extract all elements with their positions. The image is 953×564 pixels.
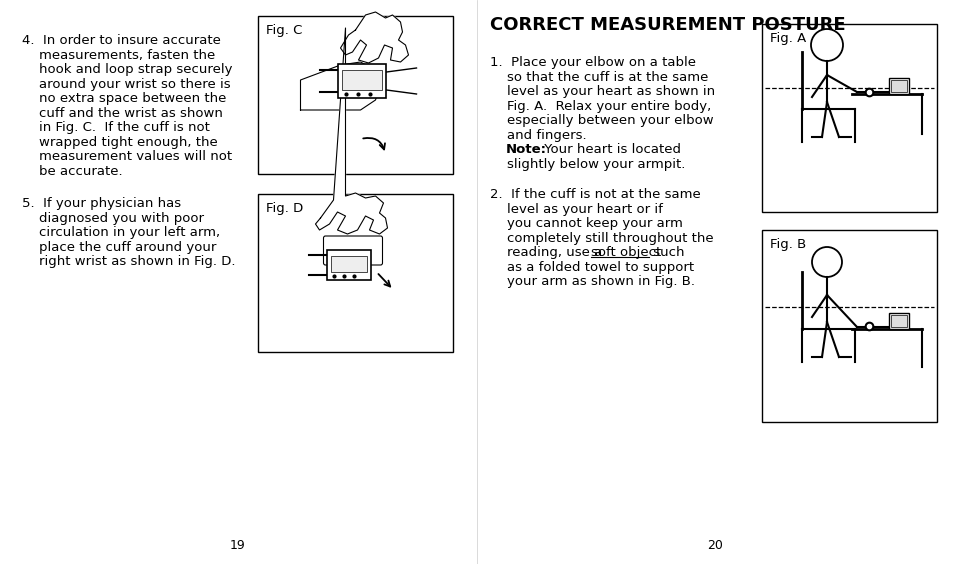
Text: circulation in your left arm,: circulation in your left arm, <box>22 226 220 239</box>
Text: no extra space between the: no extra space between the <box>22 92 226 105</box>
Text: 1.  Place your elbow on a table: 1. Place your elbow on a table <box>490 56 696 69</box>
Text: so that the cuff is at the same: so that the cuff is at the same <box>490 70 708 83</box>
Text: 20: 20 <box>706 539 722 552</box>
Text: reading, use a: reading, use a <box>490 246 606 259</box>
FancyBboxPatch shape <box>323 236 382 265</box>
Bar <box>342 70 382 90</box>
Bar <box>327 250 371 280</box>
Text: Fig. A.  Relax your entire body,: Fig. A. Relax your entire body, <box>490 99 711 112</box>
Text: level as your heart as shown in: level as your heart as shown in <box>490 85 715 98</box>
Bar <box>257 16 453 174</box>
Text: and fingers.: and fingers. <box>490 129 586 142</box>
Text: place the cuff around your: place the cuff around your <box>22 240 216 253</box>
Bar <box>331 256 367 272</box>
Text: Note:: Note: <box>505 143 546 156</box>
Text: diagnosed you with poor: diagnosed you with poor <box>22 212 204 224</box>
Text: measurements, fasten the: measurements, fasten the <box>22 49 215 61</box>
Text: especially between your elbow: especially between your elbow <box>490 114 713 127</box>
Bar <box>761 24 936 212</box>
Text: 19: 19 <box>230 539 246 552</box>
Text: wrapped tight enough, the: wrapped tight enough, the <box>22 135 217 148</box>
Text: Fig. C: Fig. C <box>266 24 302 37</box>
Bar <box>890 80 906 92</box>
Text: right wrist as shown in Fig. D.: right wrist as shown in Fig. D. <box>22 255 235 268</box>
Bar <box>888 78 908 94</box>
Text: be accurate.: be accurate. <box>22 165 123 178</box>
Text: Fig. D: Fig. D <box>266 202 303 215</box>
Text: CORRECT MEASUREMENT POSTURE: CORRECT MEASUREMENT POSTURE <box>490 16 844 34</box>
Text: 5.  If your physician has: 5. If your physician has <box>22 197 181 210</box>
Bar <box>888 313 908 329</box>
Text: you cannot keep your arm: you cannot keep your arm <box>490 217 682 230</box>
Text: around your wrist so there is: around your wrist so there is <box>22 77 231 90</box>
Bar <box>890 315 906 327</box>
Text: such: such <box>648 246 684 259</box>
Bar <box>761 230 936 422</box>
Text: completely still throughout the: completely still throughout the <box>490 231 713 245</box>
Text: Fig. A: Fig. A <box>769 32 805 45</box>
Text: in Fig. C.  If the cuff is not: in Fig. C. If the cuff is not <box>22 121 210 134</box>
Text: 4.  In order to insure accurate: 4. In order to insure accurate <box>22 34 221 47</box>
Text: your arm as shown in Fig. B.: your arm as shown in Fig. B. <box>490 275 695 288</box>
Text: slightly below your armpit.: slightly below your armpit. <box>490 157 684 170</box>
Text: cuff and the wrist as shown: cuff and the wrist as shown <box>22 107 223 120</box>
Polygon shape <box>315 28 387 234</box>
Bar <box>257 194 453 352</box>
Text: soft object: soft object <box>590 246 660 259</box>
Text: 2.  If the cuff is not at the same: 2. If the cuff is not at the same <box>490 188 700 201</box>
Polygon shape <box>300 62 380 110</box>
Text: Your heart is located: Your heart is located <box>539 143 680 156</box>
Polygon shape <box>340 12 408 63</box>
Text: measurement values will not: measurement values will not <box>22 150 232 163</box>
Text: as a folded towel to support: as a folded towel to support <box>490 261 694 274</box>
Text: level as your heart or if: level as your heart or if <box>490 202 662 215</box>
Text: hook and loop strap securely: hook and loop strap securely <box>22 63 233 76</box>
Text: Fig. B: Fig. B <box>769 238 805 251</box>
Bar <box>338 64 386 98</box>
